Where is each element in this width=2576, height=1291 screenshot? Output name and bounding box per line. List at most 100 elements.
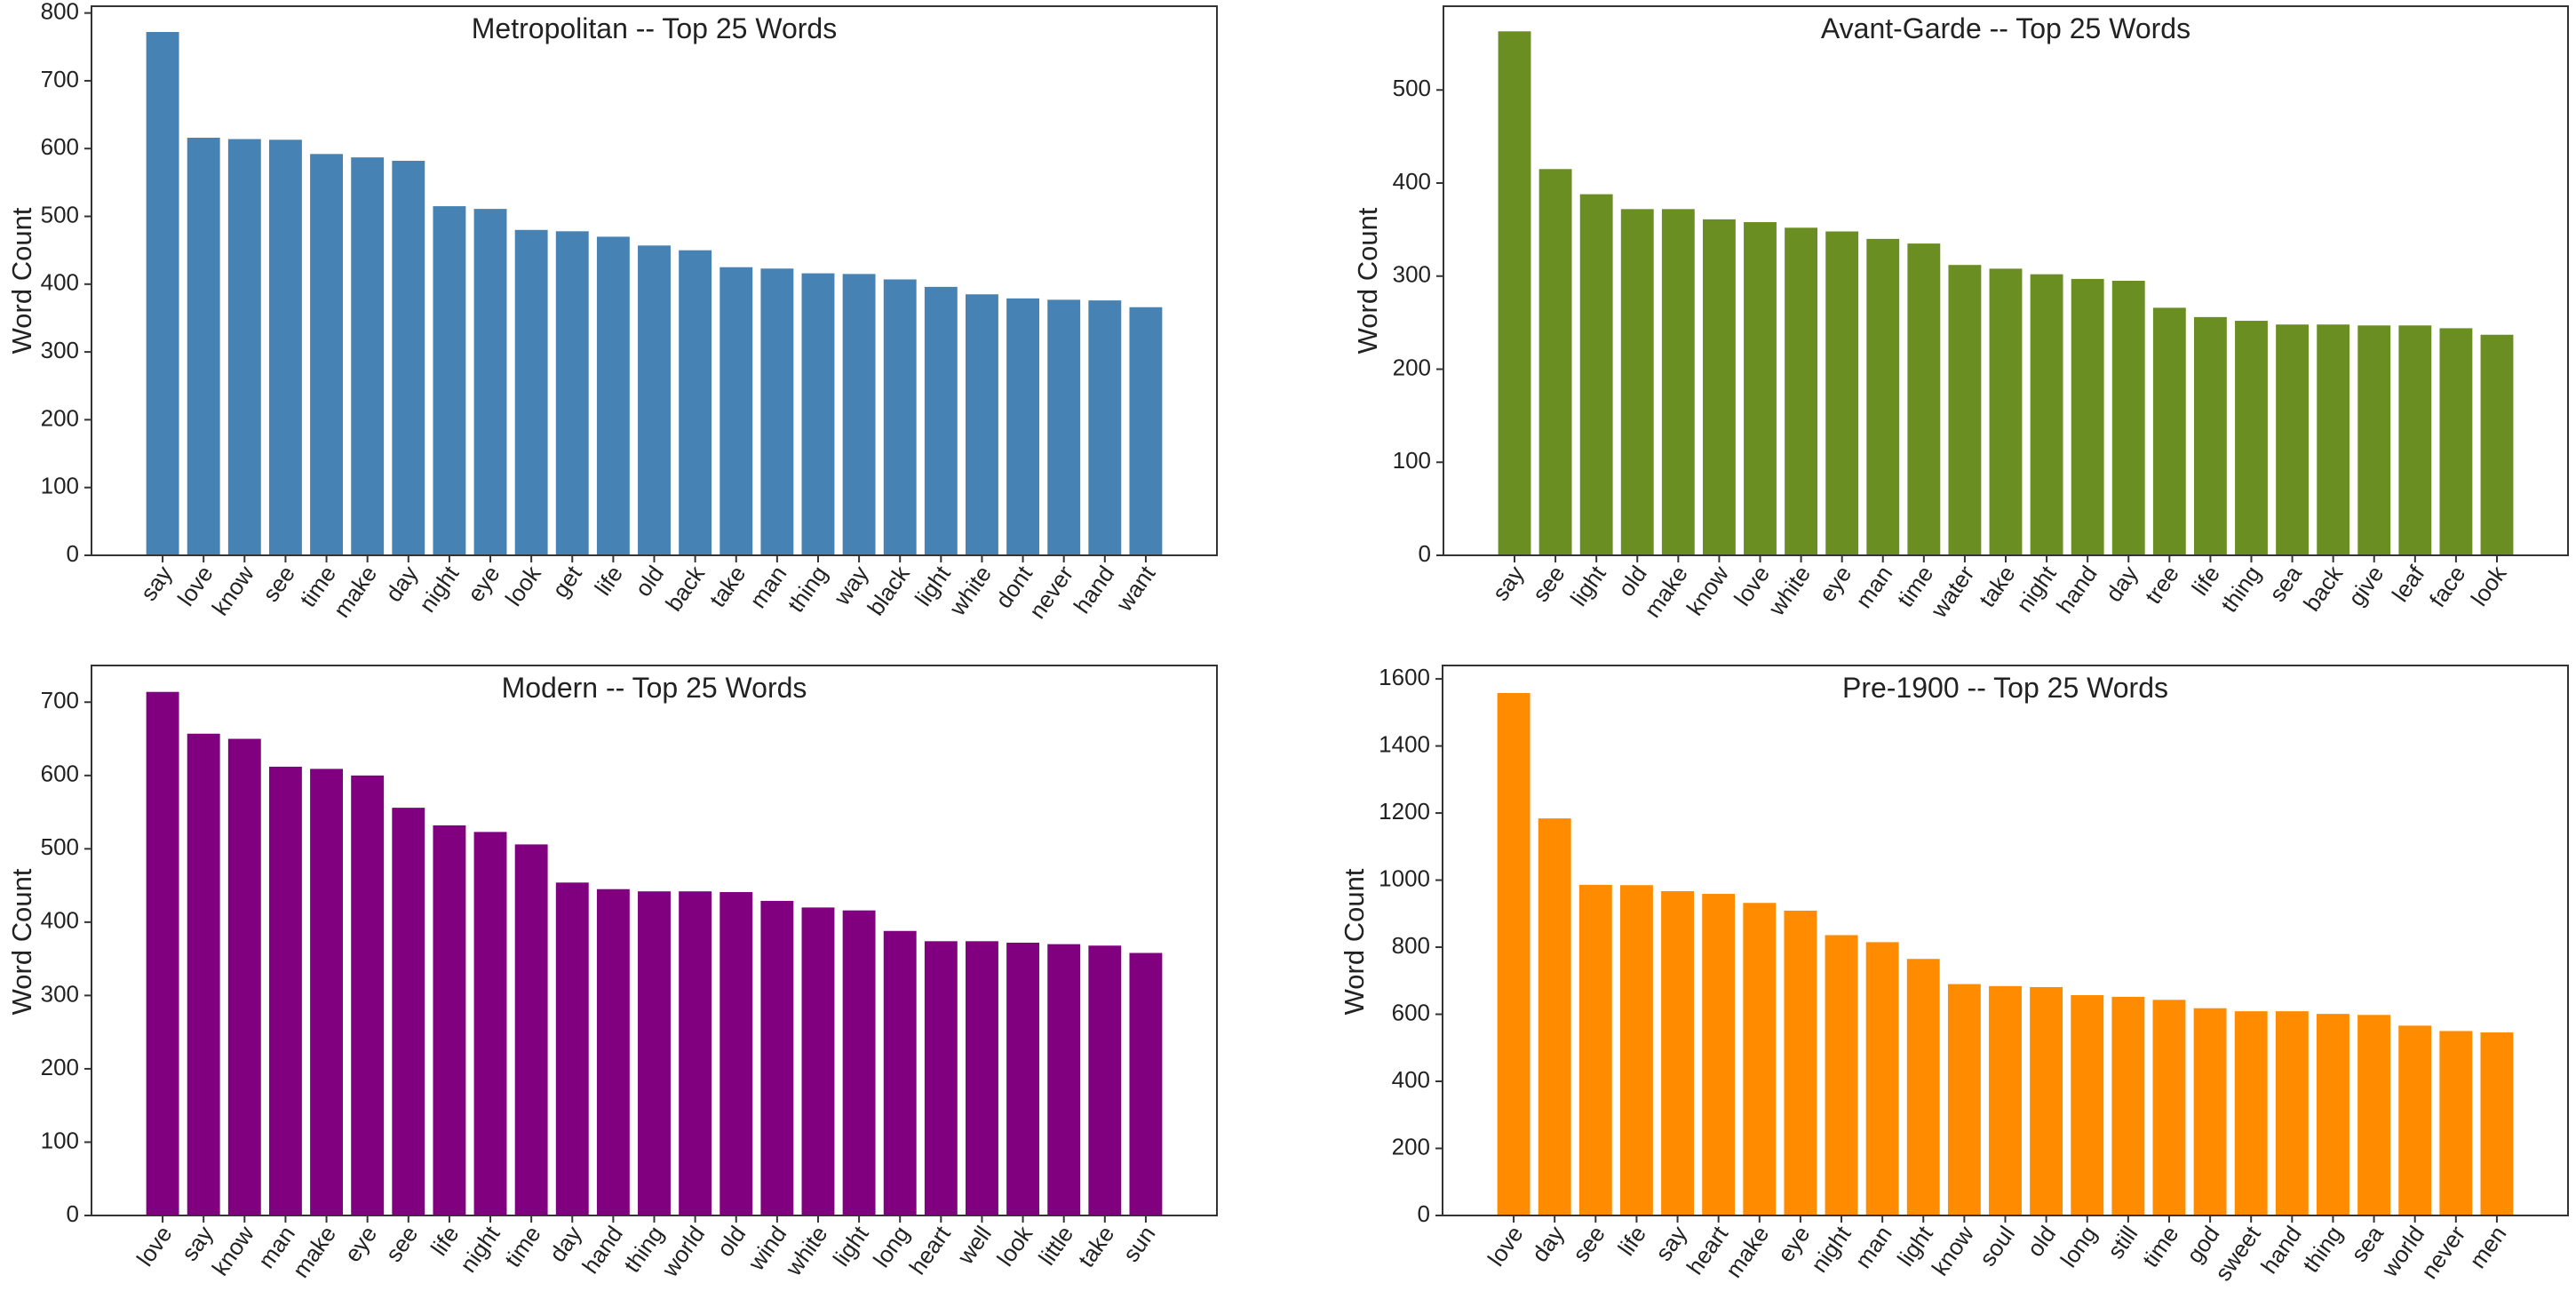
pre-1900-bar-hand bbox=[2275, 1011, 2309, 1215]
modern-bar-look bbox=[1006, 942, 1040, 1215]
modern-y-tick-label: 300 bbox=[41, 980, 79, 1007]
modern-bar-man bbox=[268, 766, 302, 1215]
avant-garde-bar-night bbox=[2030, 274, 2063, 555]
avant-garde-bar-sea bbox=[2276, 324, 2310, 555]
pre-1900-y-axis-label: Word Count bbox=[1339, 868, 1370, 1015]
avant-garde-x-tick-label: see bbox=[1527, 561, 1570, 607]
pre-1900-x-tick-label: long bbox=[2055, 1221, 2103, 1271]
metropolitan-bar-night bbox=[433, 206, 466, 555]
metropolitan-bar-dont bbox=[1006, 298, 1040, 555]
modern-chart-title: Modern -- Top 25 Words bbox=[502, 672, 807, 704]
modern-y-tick-label: 200 bbox=[41, 1054, 79, 1080]
pre-1900-bar-men bbox=[2480, 1032, 2514, 1215]
modern-x-tick-label: sun bbox=[1117, 1221, 1161, 1267]
pre-1900-bar-say bbox=[1661, 891, 1694, 1215]
modern-bar-life bbox=[433, 825, 466, 1215]
modern-bar-thing bbox=[638, 891, 671, 1215]
pre-1900-bar-know bbox=[1947, 984, 1981, 1215]
avant-garde-chart-title: Avant-Garde -- Top 25 Words bbox=[1821, 12, 2190, 44]
avant-garde-bar-say bbox=[1498, 31, 1531, 555]
metropolitan-y-tick-label: 200 bbox=[41, 404, 79, 431]
pre-1900-y-tick-label: 600 bbox=[1392, 999, 1430, 1025]
avant-garde-y-tick-label: 400 bbox=[1393, 168, 1431, 195]
modern-bar-take bbox=[1088, 945, 1122, 1215]
pre-1900-bar-soul bbox=[1989, 985, 2022, 1215]
pre-1900-y-tick-label: 1000 bbox=[1379, 865, 1430, 891]
modern-plot-frame bbox=[91, 665, 1218, 1216]
modern-bar-love bbox=[146, 691, 179, 1215]
metropolitan-y-tick-label: 100 bbox=[41, 473, 79, 499]
metropolitan-x-tick-label: life bbox=[589, 561, 628, 600]
modern-y-tick-label: 500 bbox=[41, 833, 79, 860]
avant-garde-bar-give bbox=[2357, 325, 2391, 555]
modern-bar-day bbox=[555, 882, 589, 1215]
avant-garde-bar-tree bbox=[2152, 307, 2186, 555]
avant-garde-x-tick-label: life bbox=[2186, 561, 2225, 600]
avant-garde-bar-day bbox=[2111, 281, 2145, 555]
avant-garde-x-tick-label: know bbox=[1682, 561, 1735, 620]
pre-1900-bar-thing bbox=[2317, 1014, 2349, 1215]
pre-1900-x-tick-label: hand bbox=[2255, 1221, 2307, 1279]
modern-x-tick-label: little bbox=[1033, 1221, 1078, 1270]
pre-1900-x-tick-label: thing bbox=[2297, 1221, 2348, 1277]
modern-bar-little bbox=[1047, 944, 1081, 1215]
avant-garde-bar-water bbox=[1948, 265, 1982, 555]
avant-garde-y-tick-label: 300 bbox=[1393, 261, 1431, 288]
pre-1900-bar-see bbox=[1578, 884, 1612, 1215]
avant-garde-bar-man bbox=[1866, 238, 1900, 555]
metropolitan-y-tick-label: 800 bbox=[41, 0, 79, 25]
pre-1900-bar-old bbox=[2030, 986, 2063, 1215]
metropolitan-x-tick-label: know bbox=[206, 561, 259, 620]
modern-bar-wind bbox=[760, 900, 794, 1215]
metropolitan-bar-hand bbox=[1088, 300, 1122, 555]
avant-garde-x-tick-label: back bbox=[2298, 560, 2349, 616]
avant-garde-bar-light bbox=[1579, 194, 1613, 556]
modern-x-tick-label: make bbox=[287, 1221, 341, 1282]
pre-1900-x-tick-label: see bbox=[1567, 1221, 1610, 1267]
avant-garde-x-tick-label: white bbox=[1762, 561, 1816, 621]
pre-1900-y-tick-label: 0 bbox=[1418, 1200, 1430, 1227]
modern-bar-eye bbox=[351, 775, 385, 1215]
metropolitan-bar-old bbox=[638, 245, 671, 555]
metropolitan-x-tick-label: night bbox=[414, 561, 465, 618]
modern-bar-old bbox=[720, 892, 753, 1215]
chart-metropolitan: say love know see time make day night eye look get… bbox=[0, 0, 1244, 640]
metropolitan-bar-make bbox=[351, 157, 385, 555]
modern-x-tick-label: take bbox=[1073, 1221, 1120, 1271]
modern-x-tick-label: light bbox=[828, 1221, 874, 1271]
modern-x-tick-label: know bbox=[206, 1221, 259, 1280]
avant-garde-y-tick-label: 0 bbox=[1419, 540, 1431, 567]
modern-bar-sun bbox=[1129, 952, 1163, 1215]
avant-garde-x-tick-label: make bbox=[1639, 561, 1693, 622]
metropolitan-bar-never bbox=[1047, 299, 1081, 555]
avant-garde-bar-old bbox=[1620, 209, 1654, 555]
avant-garde-bar-hand bbox=[2071, 278, 2104, 555]
modern-y-tick-label: 0 bbox=[67, 1200, 79, 1227]
metropolitan-y-tick-label: 300 bbox=[41, 337, 79, 363]
avant-garde-x-tick-label: water bbox=[1925, 561, 1980, 623]
modern-bar-light bbox=[842, 910, 876, 1215]
avant-garde-x-tick-label: look bbox=[2466, 560, 2513, 610]
pre-1900-x-tick-label: time bbox=[2137, 1221, 2184, 1271]
pre-1900-x-tick-label: love bbox=[1483, 1221, 1529, 1271]
metropolitan-chart-title: Metropolitan -- Top 25 Words bbox=[472, 12, 837, 44]
avant-garde-bar-love bbox=[1744, 222, 1777, 555]
modern-x-tick-label: white bbox=[780, 1221, 833, 1281]
metropolitan-x-tick-label: thing bbox=[783, 561, 833, 617]
modern-bar-long bbox=[883, 930, 917, 1215]
modern-x-tick-label: hand bbox=[576, 1221, 628, 1279]
metropolitan-bar-see bbox=[268, 139, 302, 555]
chart-pre-1900: love day see life say heart make eye night man lig… bbox=[1288, 649, 2576, 1291]
avant-garde-y-axis-label: Word Count bbox=[1352, 207, 1383, 354]
pre-1900-bar-love bbox=[1497, 692, 1530, 1215]
modern-x-tick-label: night bbox=[455, 1221, 505, 1278]
metropolitan-y-tick-label: 400 bbox=[41, 269, 79, 296]
modern-bar-world bbox=[679, 891, 712, 1215]
metropolitan-bar-life bbox=[596, 236, 630, 555]
pre-1900-bar-night bbox=[1825, 935, 1858, 1215]
avant-garde-plot-frame bbox=[1443, 5, 2569, 556]
pre-1900-bar-time bbox=[2152, 1000, 2186, 1215]
avant-garde-x-tick-label: leaf bbox=[2387, 561, 2430, 607]
metropolitan-x-tick-label: black bbox=[862, 560, 915, 620]
